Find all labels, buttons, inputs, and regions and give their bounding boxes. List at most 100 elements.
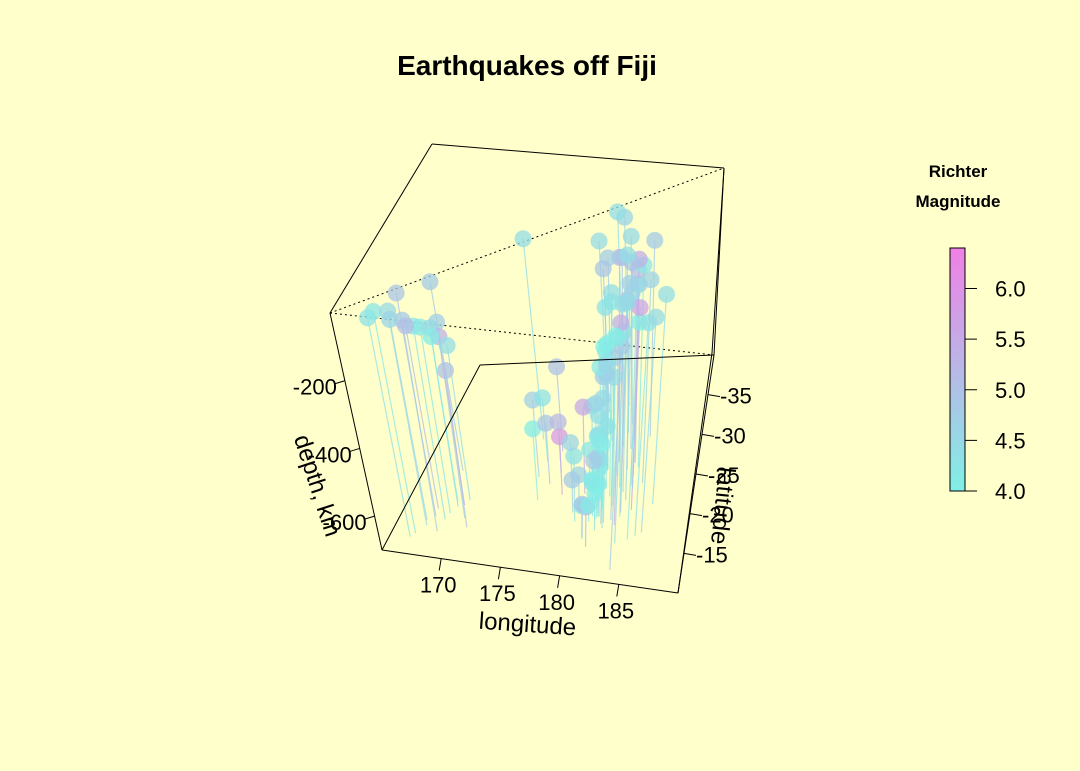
- data-points: [359, 203, 676, 516]
- data-point: [618, 246, 636, 264]
- drop-line: [412, 325, 446, 520]
- box-edge: [713, 167, 725, 356]
- box-edge: [329, 312, 383, 551]
- data-point: [646, 231, 664, 249]
- x-tick-mark: [557, 575, 561, 588]
- colorbar: Richter Magnitude 6.0 5.5 5.0 4.5 4.0: [916, 162, 1026, 504]
- data-point: [598, 335, 616, 353]
- data-point: [438, 336, 456, 354]
- y-tick-label: -15: [696, 542, 728, 567]
- x-tick-label: 180: [538, 590, 575, 615]
- data-point: [387, 284, 405, 302]
- data-point: [549, 413, 567, 431]
- x-tick-label: 185: [597, 598, 634, 623]
- y-tick-mark: [683, 552, 697, 556]
- colorbar-tick-label: 4.5: [995, 428, 1026, 453]
- data-point: [612, 314, 630, 332]
- drop-line: [366, 317, 411, 537]
- colorbar-tick-label: 6.0: [995, 277, 1026, 302]
- data-point: [381, 311, 399, 329]
- drop-line: [372, 311, 417, 534]
- drop-line: [387, 310, 428, 526]
- x-tick-label: 175: [479, 581, 516, 606]
- data-point: [537, 414, 555, 432]
- data-point: [587, 394, 605, 412]
- data-point: [565, 447, 583, 465]
- data-point: [561, 434, 579, 452]
- drop-line: [611, 377, 615, 506]
- z-tick-mark: [334, 380, 346, 385]
- colorbar-title-line2: Magnitude: [916, 192, 1001, 211]
- data-point: [364, 302, 382, 320]
- box-edge: [381, 549, 679, 594]
- box-edge: [479, 354, 715, 366]
- z-tick-label: -200: [293, 375, 337, 400]
- x-tick-mark: [497, 567, 501, 580]
- drop-line: [652, 294, 668, 505]
- colorbar-tick-label: 5.0: [995, 378, 1026, 403]
- z-tick-mark: [349, 447, 360, 452]
- y-tick-mark: [689, 513, 703, 517]
- data-point: [397, 317, 415, 335]
- data-point: [642, 271, 660, 289]
- data-point: [590, 431, 608, 449]
- data-point: [647, 308, 665, 326]
- drop-line: [532, 428, 539, 501]
- data-point: [621, 274, 639, 292]
- data-point: [524, 420, 542, 438]
- y-tick-label: -30: [714, 423, 746, 448]
- data-point: [514, 230, 532, 248]
- x-axis-label: longitude: [478, 608, 577, 642]
- y-tick-label: -25: [708, 463, 740, 488]
- plot-box-back: [329, 167, 725, 356]
- data-point: [590, 232, 608, 250]
- data-point: [631, 299, 649, 317]
- plot-axes: 170 175 180 185 -15 -20 -25 -30 -35 -200 -400 -600: [293, 375, 752, 624]
- data-point: [594, 260, 612, 278]
- data-point: [548, 358, 566, 376]
- data-point: [602, 284, 620, 302]
- z-tick-label: -600: [323, 510, 367, 535]
- x-tick-mark: [438, 558, 442, 571]
- drop-line: [573, 456, 576, 522]
- y-tick-label: -35: [720, 384, 752, 409]
- drop-line: [531, 399, 540, 477]
- y-tick-mark: [707, 394, 721, 398]
- z-tick-label: -400: [308, 442, 352, 467]
- colorbar-tick-label: 5.5: [995, 327, 1026, 352]
- data-point: [596, 298, 614, 316]
- data-point: [421, 273, 439, 291]
- colorbar-tick-label: 4.0: [995, 479, 1026, 504]
- data-point: [533, 389, 551, 407]
- drop-line: [640, 317, 657, 533]
- x-tick-label: 170: [420, 573, 457, 598]
- data-point: [614, 295, 632, 313]
- data-point: [422, 328, 440, 346]
- drop-line: [419, 327, 452, 514]
- data-point: [622, 227, 640, 245]
- data-point: [563, 471, 581, 489]
- colorbar-title-line1: Richter: [929, 162, 988, 181]
- drop-line: [637, 264, 645, 468]
- drop-line: [438, 336, 466, 506]
- colorbar-gradient: [949, 247, 966, 492]
- box-edge: [329, 143, 433, 314]
- data-point: [437, 362, 455, 380]
- box-edge: [381, 364, 481, 551]
- data-point: [585, 452, 603, 470]
- data-point: [609, 203, 627, 221]
- y-tick-mark: [695, 473, 709, 477]
- plot-box-front: [329, 143, 725, 594]
- box-edge: [677, 352, 713, 594]
- data-point: [598, 417, 616, 435]
- y-tick-mark: [701, 433, 715, 437]
- data-point: [597, 357, 615, 375]
- drop-line: [389, 319, 428, 521]
- y-tick-label: -20: [702, 503, 734, 528]
- drop-line: [545, 423, 551, 485]
- chart-title: Earthquakes off Fiji: [397, 50, 657, 81]
- z-tick-mark: [364, 515, 375, 520]
- data-point: [658, 285, 676, 303]
